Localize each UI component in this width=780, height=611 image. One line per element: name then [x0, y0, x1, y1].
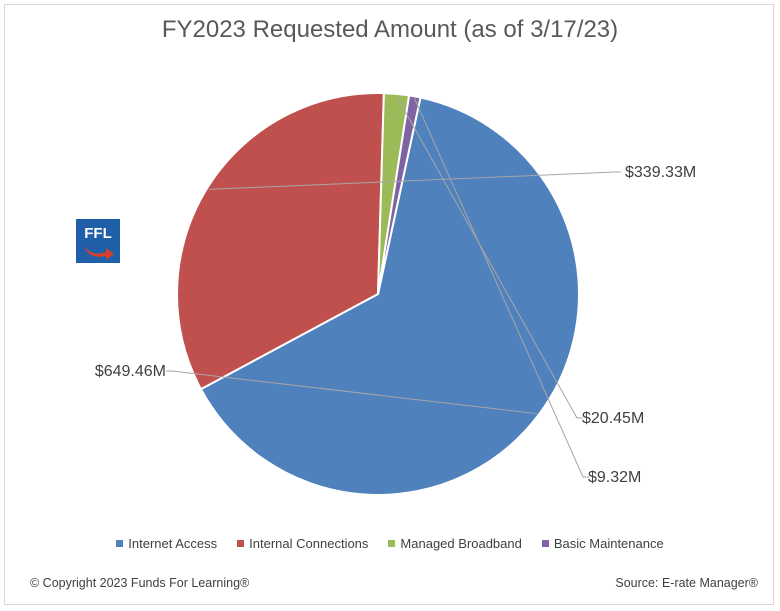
data-label: $20.45M: [582, 410, 644, 427]
legend-swatch: [388, 540, 396, 547]
legend-label: Internet Access: [128, 536, 218, 551]
copyright-text: © Copyright 2023 Funds For Learning®: [30, 576, 250, 590]
pie-slice-basic-maintenance: [377, 94, 422, 295]
leader-line: [208, 171, 621, 190]
legend-swatch: [541, 540, 549, 547]
pie-slice-internet-access: [199, 96, 580, 496]
chart-title: FY2023 Requested Amount (as of 3/17/23): [161, 16, 619, 43]
data-label: $339.33M: [625, 164, 696, 181]
data-label: $649.46M: [95, 363, 166, 380]
leader-line: [395, 95, 583, 419]
legend-label: Managed Broadband: [400, 536, 522, 551]
ffl-logo: FFL: [76, 219, 120, 263]
legend-label: Internal Connections: [249, 536, 369, 551]
leader-line: [166, 370, 538, 415]
logo-text: FFL: [84, 225, 112, 242]
source-text: Source: E-rate Manager®: [615, 576, 758, 590]
legend-item-managed-broadband: Managed Broadband: [388, 536, 522, 551]
legend-item-internal-connections: Internal Connections: [237, 536, 368, 551]
pie-slice-internal-connections: [176, 92, 385, 391]
legend-item-internet-access: Internet Access: [116, 536, 217, 551]
legend-swatch: [116, 540, 124, 547]
legend-label: Basic Maintenance: [553, 536, 664, 551]
leader-line: [413, 98, 589, 478]
legend-swatch: [237, 540, 245, 547]
data-label: $9.32M: [588, 469, 641, 486]
legend: Internet Access Internal Connections Man…: [0, 536, 780, 551]
legend-item-basic-maintenance: Basic Maintenance: [541, 536, 664, 551]
